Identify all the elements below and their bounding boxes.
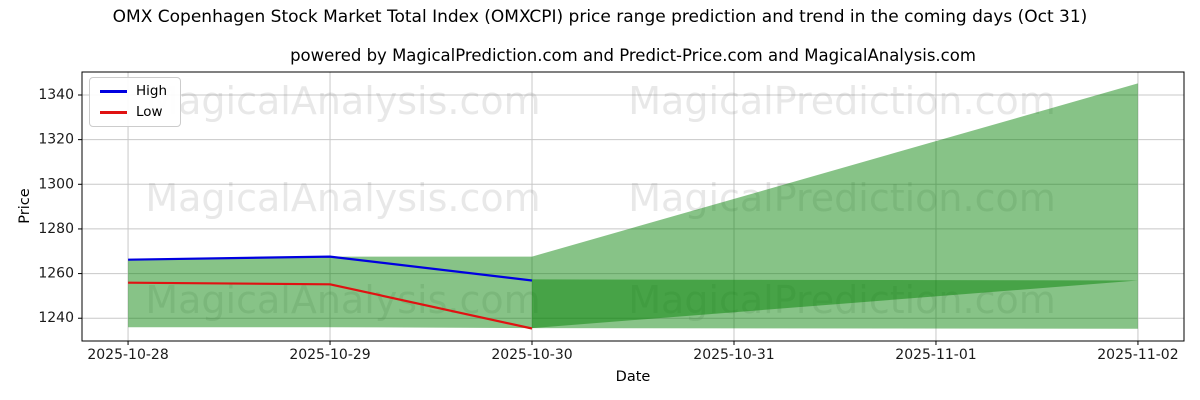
x-tick-label: 2025-11-02 [1097, 347, 1178, 363]
plot-frame [81, 71, 1185, 342]
watermark-text: MagicalAnalysis.com [145, 176, 540, 220]
legend: High Low [89, 77, 182, 127]
y-tick-label: 1300 [38, 176, 74, 192]
low-line [128, 281, 533, 330]
prediction-range-band [128, 83, 1138, 329]
chart-subtitle: powered by MagicalPrediction.com and Pre… [290, 46, 976, 65]
legend-label-low: Low [136, 103, 163, 120]
legend-label-high: High [136, 83, 168, 99]
chart-title: OMX Copenhagen Stock Market Total Index … [112, 7, 1088, 27]
watermark-text: MagicalPrediction.com [628, 176, 1056, 220]
y-tick-label: 1320 [38, 132, 74, 148]
x-tick-label: 2025-10-28 [87, 347, 168, 363]
x-tick-label: 2025-10-30 [491, 347, 572, 363]
y-tick-label: 1280 [38, 221, 74, 237]
low-line-swatch [100, 110, 127, 114]
watermark-text: MagicalPrediction.com [628, 278, 1056, 322]
legend-item-high: High [100, 83, 168, 99]
y-tick-label: 1260 [38, 266, 74, 282]
x-axis-label: Date [615, 369, 651, 385]
y-tick-label: 1340 [38, 87, 74, 103]
high-line [128, 255, 533, 282]
y-tick-label: 1240 [38, 310, 74, 326]
low-trend-wedge [532, 279, 1138, 329]
x-tick-label: 2025-11-01 [895, 347, 976, 363]
high-line-swatch [100, 90, 127, 94]
x-tick-label: 2025-10-29 [289, 347, 370, 363]
y-axis-label: Price [17, 188, 33, 224]
watermark-text: MagicalPrediction.com [628, 79, 1056, 123]
legend-item-low: Low [100, 103, 167, 120]
watermark-text: MagicalAnalysis.com [145, 278, 540, 322]
watermark-text: MagicalAnalysis.com [145, 79, 540, 123]
x-tick-label: 2025-10-31 [693, 347, 774, 363]
